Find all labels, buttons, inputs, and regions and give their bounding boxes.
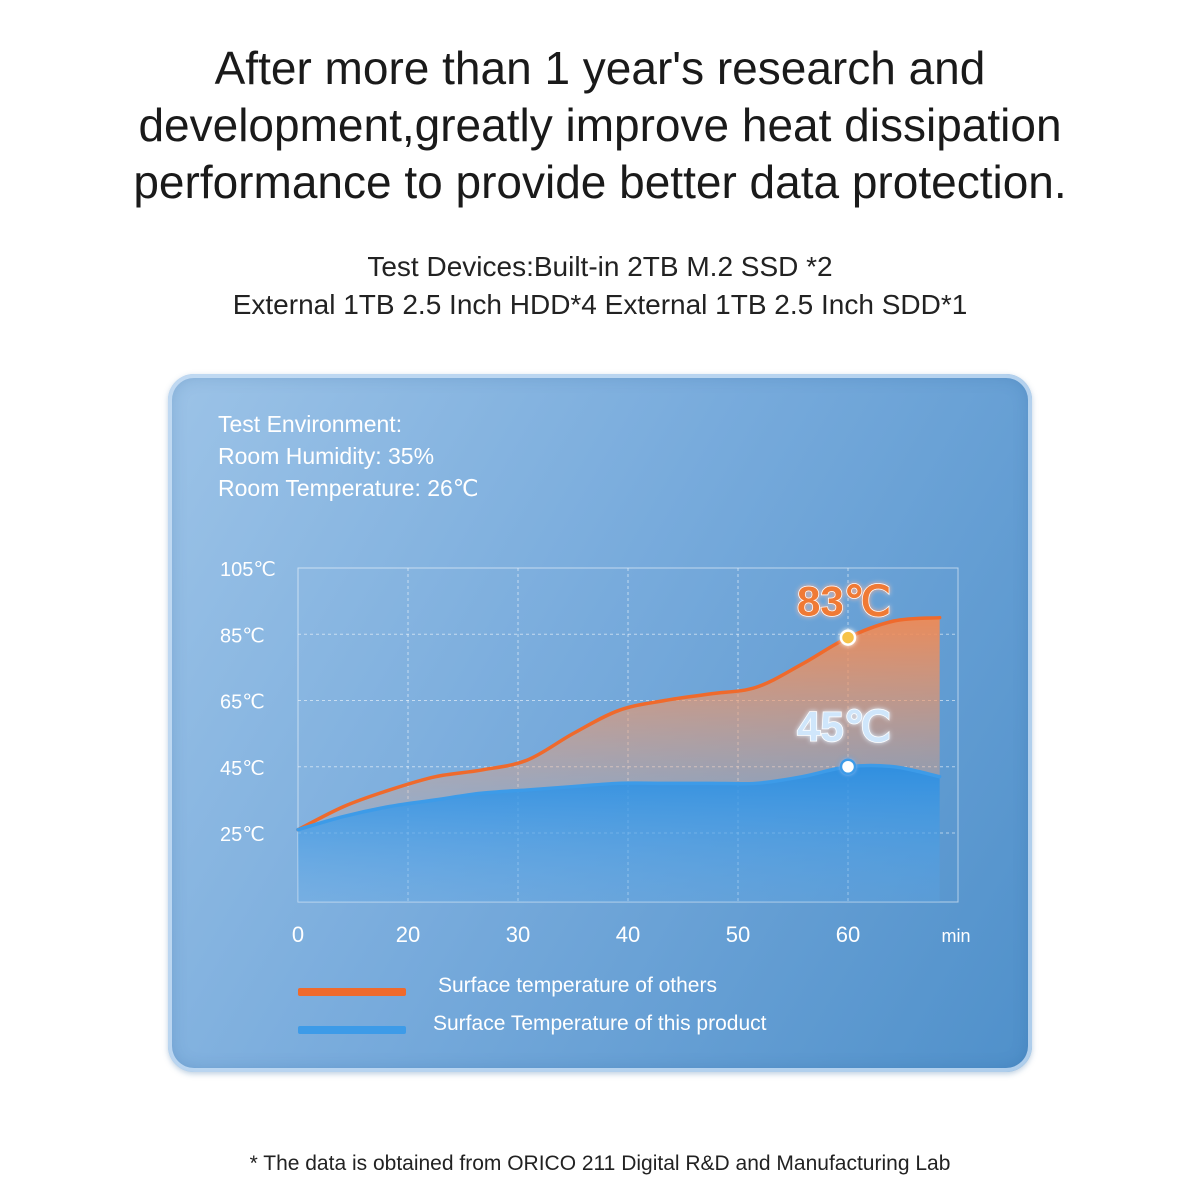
series-area-others bbox=[298, 617, 940, 830]
temperature-chart: 25℃ 45℃ 65℃ 85℃ 105℃ 0 20 30 40 50 60 min 83℃ 45℃ bbox=[220, 559, 971, 947]
test-environment: Test Environment: Room Humidity: 35% Roo… bbox=[218, 408, 479, 504]
x-tick-label: 50 bbox=[726, 922, 750, 947]
room-humidity: Room Humidity: 35% bbox=[218, 443, 435, 469]
data-point-others bbox=[839, 629, 857, 646]
legend-label-others: Surface temperature of others bbox=[438, 974, 717, 997]
test-environment-title: Test Environment: bbox=[218, 411, 403, 437]
headline-line-3: performance to provide better data prote… bbox=[133, 156, 1067, 208]
y-tick-label: 65℃ bbox=[220, 692, 265, 714]
y-tick-label: 25℃ bbox=[220, 824, 265, 846]
x-tick-label: 0 bbox=[292, 922, 304, 947]
y-tick-label: 45℃ bbox=[220, 758, 265, 780]
series-line-others bbox=[296, 615, 942, 832]
annotation-label-others: 83℃ bbox=[797, 578, 891, 625]
x-tick-label: 40 bbox=[616, 922, 640, 947]
test-devices: Test Devices:Built-in 2TB M.2 SSD *2 Ext… bbox=[0, 248, 1200, 324]
legend-swatch-product bbox=[298, 1026, 406, 1034]
headline: After more than 1 year's research and de… bbox=[0, 40, 1200, 211]
x-tick-label: 20 bbox=[396, 922, 420, 947]
footnote: * The data is obtained from ORICO 211 Di… bbox=[249, 1152, 951, 1175]
x-tick-label: 30 bbox=[506, 922, 530, 947]
chart-panel: Test Environment: Room Humidity: 35% Roo… bbox=[168, 374, 1032, 1072]
series-area-product bbox=[298, 765, 940, 902]
test-devices-line-1: Test Devices:Built-in 2TB M.2 SSD *2 bbox=[367, 251, 833, 282]
x-tick-label: 60 bbox=[836, 922, 860, 947]
y-tick-label: 105℃ bbox=[220, 559, 276, 581]
data-point-product bbox=[839, 758, 857, 775]
x-unit-label: min bbox=[941, 926, 970, 946]
legend-label-product: Surface Temperature of this product bbox=[433, 1012, 767, 1035]
headline-line-2: development,greatly improve heat dissipa… bbox=[138, 99, 1062, 151]
legend-swatch-others bbox=[298, 988, 406, 996]
y-tick-label: 85℃ bbox=[220, 625, 265, 647]
test-devices-line-2: External 1TB 2.5 Inch HDD*4 External 1TB… bbox=[232, 289, 968, 320]
headline-line-1: After more than 1 year's research and bbox=[214, 42, 986, 94]
annotation-label-product: 45℃ bbox=[797, 703, 891, 750]
room-temperature: Room Temperature: 26℃ bbox=[218, 475, 479, 501]
series-line-product bbox=[296, 763, 942, 832]
